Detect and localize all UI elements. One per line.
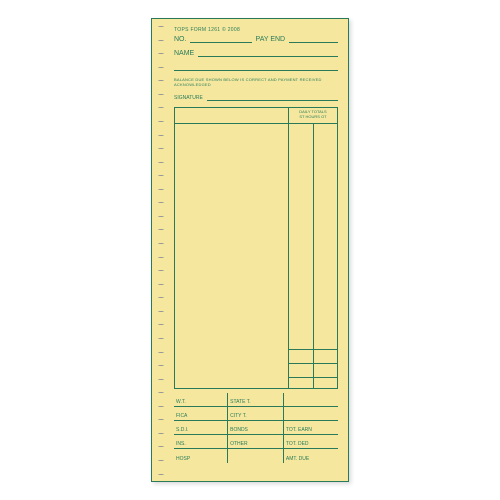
cell-sdi[interactable]: S.D.I. <box>174 421 228 434</box>
payend-input-line[interactable] <box>289 35 338 43</box>
disclaimer-text: BALANCE DUE SHOWN BELOW IS CORRECT AND P… <box>174 77 338 87</box>
cell-bonds[interactable]: BONDS <box>228 421 284 434</box>
cell-amtdue[interactable]: AMT. DUE <box>284 449 338 463</box>
form-label: FORM 1261 © 2008 <box>190 27 240 33</box>
signature-input-line[interactable] <box>207 93 338 101</box>
side-columns <box>289 124 337 388</box>
time-card: TOPS FORM 1261 © 2008 NO. PAY END NAME B… <box>151 18 349 482</box>
cell-cityt[interactable]: CITY T. <box>228 407 284 420</box>
perforation-edge <box>158 25 166 475</box>
deduction-row: FICA CITY T. <box>174 407 338 421</box>
no-label: NO. <box>174 36 186 43</box>
no-payend-row: NO. PAY END <box>174 35 338 43</box>
name-row: NAME <box>174 49 338 57</box>
name-label: NAME <box>174 50 194 57</box>
deductions-section: W.T. STATE T. FICA CITY T. S.D.I. BONDS … <box>174 393 338 463</box>
cell-totearn[interactable]: TOT. EARN <box>284 421 338 434</box>
hours-table: DAILY TOTALS ST HOURS OT <box>174 107 338 389</box>
payend-label: PAY END <box>256 36 286 43</box>
cell-wt[interactable]: W.T. <box>174 393 228 406</box>
signature-label: SIGNATURE <box>174 95 203 101</box>
no-input-line[interactable] <box>190 35 251 43</box>
cell-r5c2[interactable] <box>228 449 284 463</box>
form-header: TOPS FORM 1261 © 2008 <box>174 27 338 33</box>
deduction-row: INS. OTHER TOT. DED <box>174 435 338 449</box>
name-input-line[interactable] <box>198 49 338 57</box>
cell-statet[interactable]: STATE T. <box>228 393 284 406</box>
blank-line-1[interactable] <box>174 63 338 71</box>
cell-totded[interactable]: TOT. DED <box>284 435 338 448</box>
cell-ins[interactable]: INS. <box>174 435 228 448</box>
deduction-row: W.T. STATE T. <box>174 393 338 407</box>
cell-fica[interactable]: FICA <box>174 407 228 420</box>
table-main-body[interactable] <box>175 124 288 388</box>
deduction-row: S.D.I. BONDS TOT. EARN <box>174 421 338 435</box>
cell-hosp[interactable]: HOSP <box>174 449 228 463</box>
side-header: DAILY TOTALS ST HOURS OT <box>289 108 337 124</box>
cell-r2c3[interactable] <box>284 407 338 420</box>
brand-label: TOPS <box>174 27 189 33</box>
deduction-row: HOSP AMT. DUE <box>174 449 338 463</box>
table-main-header <box>175 108 288 124</box>
side-header-sub: ST HOURS OT <box>290 115 336 120</box>
side-col-ot[interactable] <box>314 124 338 388</box>
side-col-st[interactable] <box>289 124 314 388</box>
cell-r1c3[interactable] <box>284 393 338 406</box>
signature-row: SIGNATURE <box>174 93 338 101</box>
table-main-area <box>175 108 289 388</box>
table-side-area: DAILY TOTALS ST HOURS OT <box>289 108 337 388</box>
cell-other[interactable]: OTHER <box>228 435 284 448</box>
